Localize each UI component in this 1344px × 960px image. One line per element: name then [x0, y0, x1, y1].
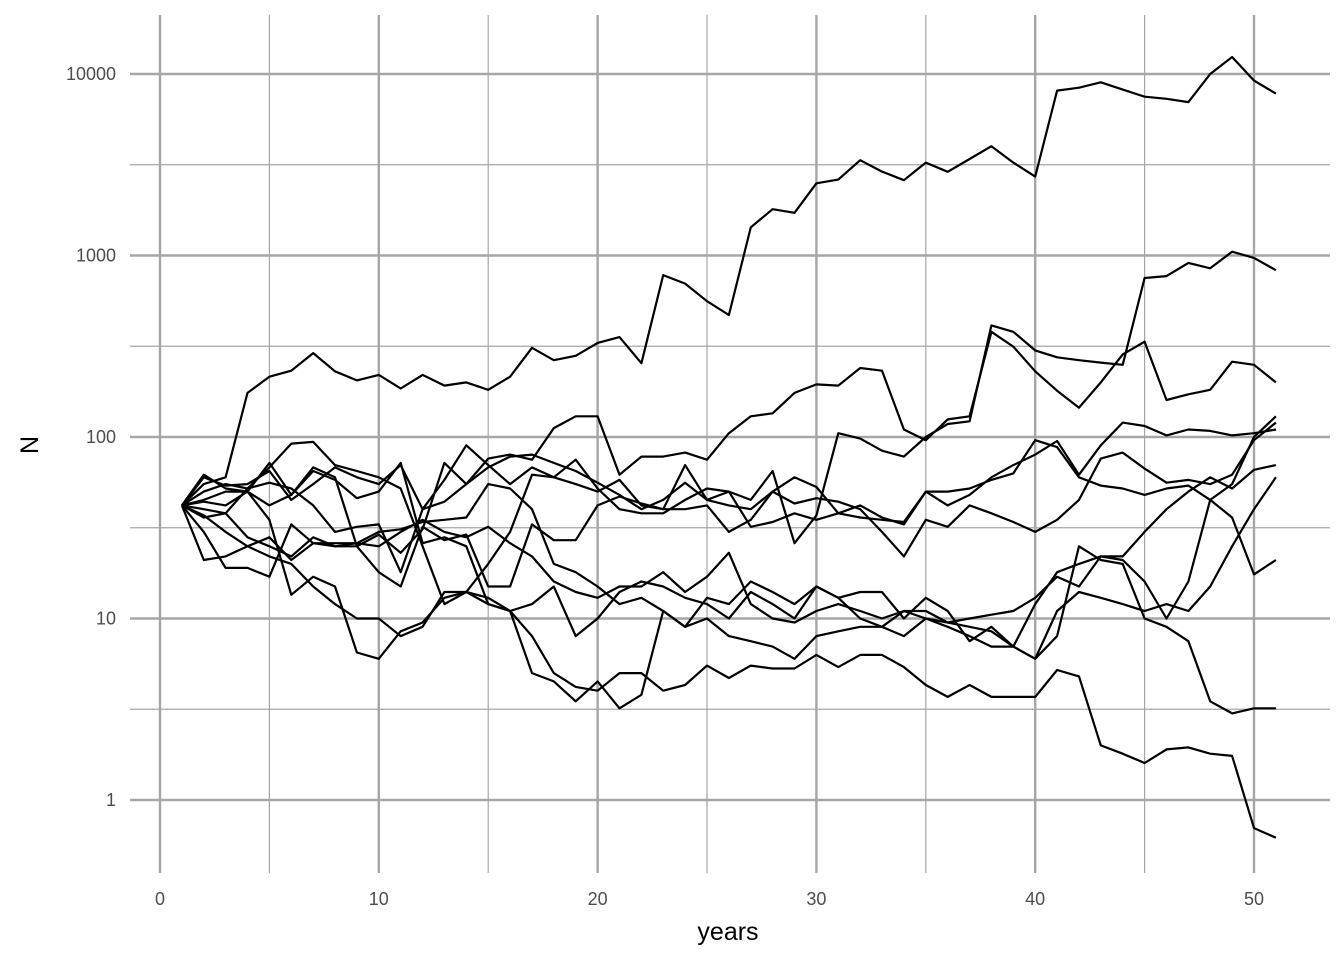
x-tick-label: 30 — [806, 889, 826, 909]
y-tick-label: 1000 — [76, 246, 116, 266]
series-line-8 — [181, 490, 1277, 839]
x-tick-label: 40 — [1025, 889, 1045, 909]
series-line-7 — [181, 464, 1277, 624]
x-axis-tick-labels: 0 10 20 30 40 50 — [155, 889, 1264, 909]
x-tick-label: 20 — [588, 889, 608, 909]
x-tick-label: 50 — [1244, 889, 1264, 909]
grid — [130, 15, 1330, 873]
x-tick-label: 0 — [155, 889, 165, 909]
y-tick-label: 100 — [86, 427, 116, 447]
series-line-6 — [181, 504, 1276, 715]
series-line-9 — [180, 476, 1277, 660]
y-axis-tick-labels: 1 10 100 1000 10000 — [66, 64, 116, 810]
series-lines — [180, 55, 1277, 839]
x-axis-title: years — [697, 918, 758, 946]
x-tick-label: 10 — [369, 889, 389, 909]
series-line-10 — [181, 439, 1277, 588]
series-line-5 — [181, 415, 1277, 648]
y-tick-label: 10 — [96, 609, 116, 629]
series-line-2 — [181, 55, 1277, 507]
y-tick-label: 1 — [106, 790, 116, 810]
series-line-11 — [181, 421, 1277, 574]
series-line-3 — [181, 250, 1277, 545]
y-tick-label: 10000 — [66, 64, 116, 84]
y-axis-title: N — [16, 436, 44, 454]
series-line-1 — [181, 330, 1277, 554]
series-line-4 — [181, 421, 1277, 606]
